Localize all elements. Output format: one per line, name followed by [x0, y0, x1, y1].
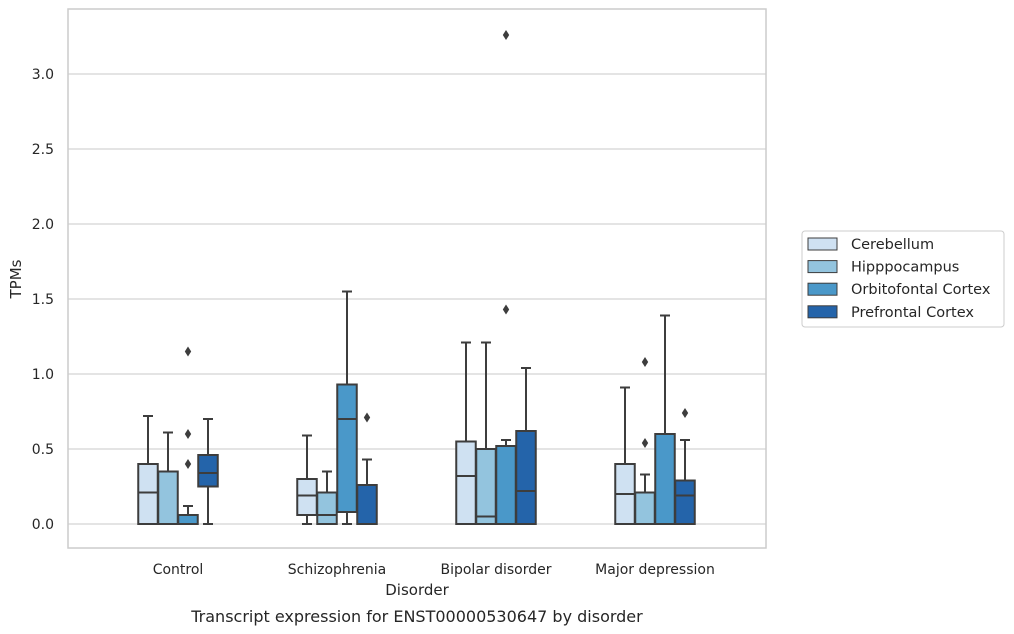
box-prefrontal-cortex-major-depression: [674, 408, 696, 525]
outlier-point: [184, 459, 192, 469]
outlier-point: [184, 346, 192, 357]
box-iqr: [356, 484, 378, 525]
box-iqr: [296, 478, 318, 516]
outlier-point: [641, 438, 649, 448]
legend-frame: [801, 230, 1005, 328]
box-hipppocampus-schizophrenia: [316, 470, 338, 525]
legend-label: Cerebellum: [851, 237, 934, 253]
outlier-point: [363, 412, 371, 423]
y-tick-label: 0.5: [32, 442, 54, 458]
x-tick-label: Bipolar disorder: [440, 562, 551, 578]
box-prefrontal-cortex-schizophrenia: [356, 412, 378, 525]
box-iqr: [515, 430, 537, 525]
box-cerebellum-control: [137, 415, 159, 525]
box-orbitofontal-cortex-major-depression: [654, 314, 676, 525]
x-tick-label: Major depression: [595, 562, 715, 578]
legend-swatch: [807, 282, 838, 296]
box-cerebellum-schizophrenia: [296, 434, 318, 525]
box-cerebellum-bipolar-disorder: [455, 341, 477, 525]
outlier-point: [184, 429, 192, 439]
box-prefrontal-cortex-bipolar-disorder: [515, 367, 537, 525]
box-iqr: [197, 454, 219, 488]
box-prefrontal-cortex-control: [197, 418, 219, 525]
x-axis-ticks: Control Schizophrenia Bipolar disorder Majo…: [153, 562, 715, 578]
outlier-point: [641, 357, 649, 367]
outlier-point: [502, 30, 510, 40]
box-hipppocampus-control: [157, 431, 179, 525]
legend-label: Prefrontal Cortex: [851, 305, 974, 321]
legend-swatch: [807, 260, 838, 274]
legend: Cerebellum Hipppocampus Orbitofontal Corte…: [801, 230, 1005, 328]
x-axis-label: Disorder: [385, 581, 449, 599]
y-tick-label: 2.5: [32, 142, 54, 158]
box-iqr: [157, 470, 179, 525]
y-tick-label: 3.0: [32, 67, 54, 83]
legend-label: Hipppocampus: [851, 260, 959, 276]
box-iqr: [316, 491, 338, 525]
plot-frame: [67, 8, 767, 549]
legend-swatch: [807, 237, 838, 251]
chart-caption: Transcript expression for ENST0000053064…: [190, 607, 643, 626]
box-iqr: [336, 383, 358, 513]
outlier-point: [502, 304, 510, 315]
legend-label: Orbitofontal Cortex: [851, 282, 991, 298]
y-tick-label: 1.5: [32, 292, 54, 308]
box-iqr: [495, 445, 517, 525]
y-tick-label: 2.0: [32, 217, 54, 233]
y-tick-label: 1.0: [32, 367, 54, 383]
outlier-point: [681, 408, 689, 418]
box-orbitofontal-cortex-schizophrenia: [336, 290, 358, 525]
box-cerebellum-major-depression: [614, 386, 636, 525]
box-iqr: [455, 440, 477, 525]
legend-swatch: [807, 305, 838, 319]
x-tick-label: Schizophrenia: [288, 562, 386, 578]
box-iqr: [674, 479, 696, 525]
box-iqr: [475, 448, 497, 525]
y-axis-ticks: 0.0 0.5 1.0 1.5 2.0 2.5 3.0: [32, 67, 54, 533]
box-iqr: [634, 491, 656, 525]
plot-background: [68, 9, 766, 548]
x-tick-label: Control: [153, 562, 204, 578]
box-iqr: [137, 463, 159, 525]
y-axis-label: TPMs: [7, 259, 25, 299]
y-tick-label: 0.0: [32, 517, 54, 533]
box-iqr: [177, 514, 199, 525]
box-orbitofontal-cortex-control: [177, 346, 199, 525]
box-series: [137, 30, 696, 525]
box-iqr: [654, 433, 676, 525]
